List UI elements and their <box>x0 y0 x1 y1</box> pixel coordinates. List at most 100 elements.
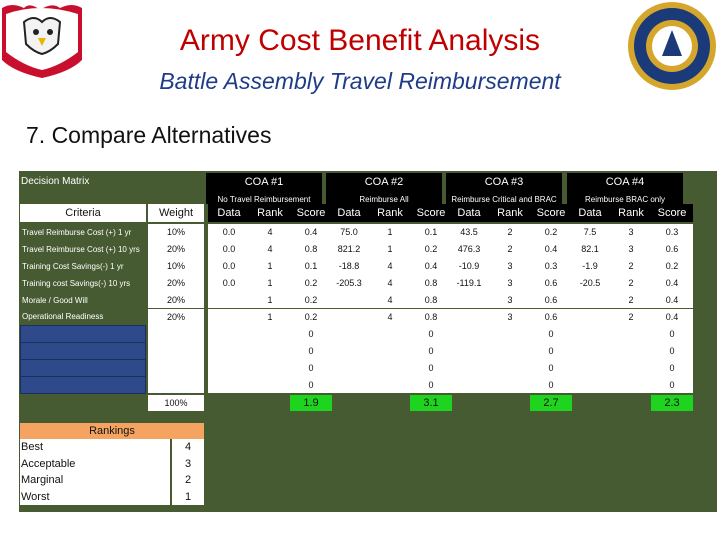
coa-cell-bg <box>410 325 452 343</box>
matrix-title: Decision Matrix <box>21 175 90 187</box>
coa-subheader-bar <box>370 204 410 222</box>
data-value <box>208 292 250 309</box>
coa-subtitle-bar <box>567 190 683 204</box>
ranking-value: 2 <box>184 474 192 487</box>
coa-subheader: Data <box>217 207 241 219</box>
coa-cell-bg <box>530 291 572 309</box>
rank-value: 2 <box>628 295 634 306</box>
rank-value <box>490 342 530 359</box>
criteria-header: Criteria <box>65 207 101 219</box>
coa-header-bar <box>206 173 322 190</box>
coa-cell-bg <box>569 342 611 360</box>
rank-value: 3 <box>507 295 513 306</box>
coa-cell-bg <box>530 274 572 292</box>
rank-value <box>490 325 530 342</box>
data-value: 82.1 <box>581 244 599 255</box>
coa-subheader-bar <box>651 204 693 222</box>
weight-cell-bg <box>148 342 204 360</box>
eagle-emblem-icon <box>2 5 82 78</box>
score-value: 0.4 <box>665 278 679 289</box>
score-value: 0.2 <box>665 261 679 272</box>
total-score: 3.1 <box>423 397 439 409</box>
coa-cell-bg <box>328 224 370 241</box>
ranking-label-bg <box>20 488 170 505</box>
coa-subtitle: Reimburse Critical and BRAC <box>451 195 557 204</box>
coa-cell-bg <box>328 342 370 360</box>
coa-cell-bg <box>530 325 572 343</box>
criteria-empty-cell <box>20 376 146 394</box>
total-score-highlight <box>410 395 452 411</box>
criteria-label: Operational Readiness <box>22 312 104 322</box>
coa-cell-bg <box>250 291 290 309</box>
score-value: 0 <box>308 345 314 356</box>
coa-cell-bg <box>410 359 452 377</box>
data-value <box>328 342 370 359</box>
coa-subtitle: Reimburse BRAC only <box>584 195 666 204</box>
coa-cell-bg <box>569 257 611 275</box>
ranking-value: 1 <box>184 490 192 503</box>
score-value: 0.3 <box>665 227 679 238</box>
criteria-empty-cell <box>20 325 146 344</box>
score-value: 0.6 <box>544 278 558 289</box>
coa-subtitle-bar <box>326 190 442 204</box>
data-value: -18.8 <box>338 261 360 272</box>
data-value: -119.1 <box>456 278 482 289</box>
score-value: 0.8 <box>304 244 318 255</box>
coa-subtitle-bar <box>446 190 562 204</box>
weight-cell-bg <box>148 291 204 309</box>
coa-cell-bg <box>490 376 530 393</box>
rank-value <box>611 325 651 342</box>
coa-header-bar <box>326 173 442 190</box>
data-value <box>328 309 370 326</box>
rank-value: 4 <box>387 261 393 272</box>
ranking-label-bg <box>20 455 170 472</box>
coa-subheader: Rank <box>257 207 283 219</box>
coa-cell-bg <box>208 376 250 393</box>
coa-name: COA #3 <box>484 175 524 188</box>
weight-value: 10% <box>166 227 185 238</box>
coa-cell-bg <box>448 376 490 393</box>
data-value: 821.2 <box>337 244 361 255</box>
data-value <box>448 376 490 393</box>
rank-value: 3 <box>507 311 513 322</box>
coa-cell-bg <box>370 342 410 360</box>
coa-cell-bg <box>448 308 490 326</box>
coa-cell-bg <box>569 274 611 292</box>
rank-value: 2 <box>507 244 513 255</box>
coa-cell-bg <box>410 376 452 393</box>
coa-cell-bg <box>530 359 572 377</box>
rank-value: 2 <box>628 261 634 272</box>
rank-value <box>370 376 410 393</box>
coa-cell-bg <box>569 308 611 326</box>
total-score: 2.7 <box>543 397 559 409</box>
weight-cell-bg <box>148 325 204 343</box>
ranking-value: 4 <box>184 441 192 454</box>
rank-value: 4 <box>267 244 273 255</box>
ranking-label: Best <box>21 441 44 454</box>
coa-cell-bg <box>290 240 332 258</box>
page-title: Army Cost Benefit Analysis <box>179 24 541 57</box>
rank-value: 1 <box>387 244 393 255</box>
rank-value: 3 <box>507 278 513 289</box>
coa-cell-bg <box>250 342 290 360</box>
coa-cell-bg <box>651 376 693 393</box>
data-value <box>569 359 611 376</box>
total-score-highlight <box>530 395 572 411</box>
weight-value: 20% <box>166 295 185 306</box>
score-value: 0.8 <box>424 278 438 289</box>
coa-cell-bg <box>490 291 530 309</box>
coa-cell-bg <box>448 342 490 360</box>
criteria-label: Travel Reimburse Cost (+) 10 yrs <box>22 244 140 254</box>
data-value <box>569 309 611 326</box>
coa-cell-bg <box>611 274 651 292</box>
total-score: 1.9 <box>303 397 319 409</box>
weight-value <box>148 342 204 359</box>
score-value: 0.8 <box>424 295 438 306</box>
coa-cell-bg <box>611 359 651 377</box>
total-score: 2.3 <box>664 397 680 409</box>
coa-subheader: Score <box>416 207 446 219</box>
coa-header-bar <box>567 173 683 190</box>
rank-value: 4 <box>387 278 393 289</box>
section-heading: 7. Compare Alternatives <box>26 122 272 148</box>
coa-cell-bg <box>208 342 250 360</box>
